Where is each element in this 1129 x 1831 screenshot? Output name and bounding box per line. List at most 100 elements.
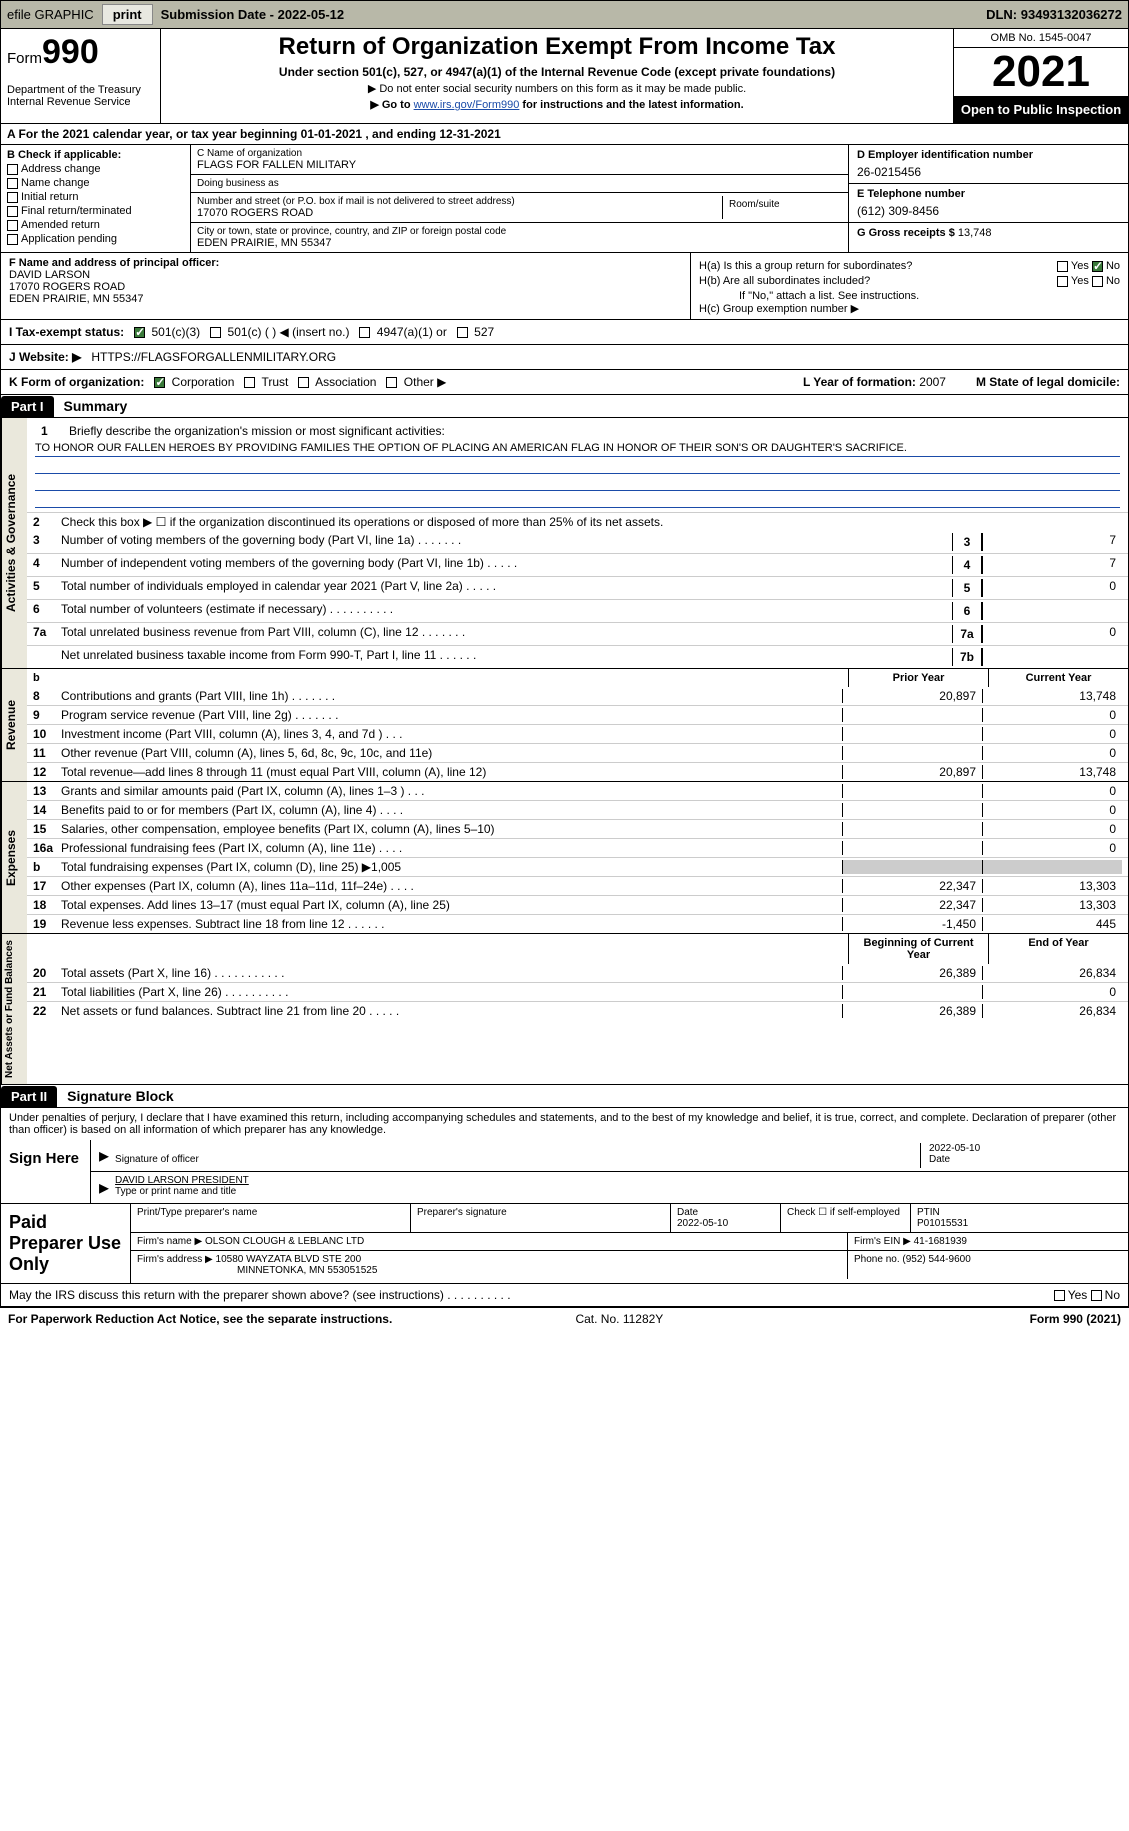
vlabel-revenue: Revenue xyxy=(1,669,27,781)
hc-label: H(c) Group exemption number ▶ xyxy=(699,302,1120,315)
chk-pending[interactable]: Application pending xyxy=(7,233,184,245)
table-row: 13Grants and similar amounts paid (Part … xyxy=(27,782,1128,800)
print-button[interactable]: print xyxy=(102,4,153,25)
officer-addr1: 17070 ROGERS ROAD xyxy=(9,281,682,293)
table-row: bTotal fundraising expenses (Part IX, co… xyxy=(27,857,1128,876)
officer-name-label: Type or print name and title xyxy=(115,1186,1120,1197)
col-d: D Employer identification number 26-0215… xyxy=(848,145,1128,252)
table-row: 15Salaries, other compensation, employee… xyxy=(27,819,1128,838)
irs-link[interactable]: www.irs.gov/Form990 xyxy=(414,99,520,111)
prior-year-hdr: Prior Year xyxy=(848,669,988,687)
vlabel-governance: Activities & Governance xyxy=(1,418,27,668)
note-ssn: ▶ Do not enter social security numbers o… xyxy=(167,82,947,95)
eoy-hdr: End of Year xyxy=(988,934,1128,964)
sig-date: 2022-05-10 xyxy=(929,1143,1120,1154)
section-netassets: Net Assets or Fund Balances Beginning of… xyxy=(0,934,1129,1085)
sig-officer-label: Signature of officer xyxy=(115,1154,920,1165)
form-ref: Form 990 (2021) xyxy=(1030,1312,1121,1326)
omb-number: OMB No. 1545-0047 xyxy=(954,29,1128,48)
table-row: 12Total revenue—add lines 8 through 11 (… xyxy=(27,762,1128,781)
line1-label: Briefly describe the organization's miss… xyxy=(69,424,1114,438)
part2-header: Part II Signature Block xyxy=(0,1085,1129,1108)
table-row: 22Net assets or fund balances. Subtract … xyxy=(27,1001,1128,1020)
dba-label: Doing business as xyxy=(197,178,842,189)
chk-initial[interactable]: Initial return xyxy=(7,191,184,203)
footer: For Paperwork Reduction Act Notice, see … xyxy=(0,1307,1129,1330)
chk-address[interactable]: Address change xyxy=(7,163,184,175)
hb-label: H(b) Are all subordinates included? xyxy=(699,275,870,287)
table-row: 20Total assets (Part X, line 16) . . . .… xyxy=(27,964,1128,982)
prep-name-label: Print/Type preparer's name xyxy=(131,1204,411,1232)
firm-addr1: 10580 WAYZATA BLVD STE 200 xyxy=(216,1254,362,1265)
chk-final[interactable]: Final return/terminated xyxy=(7,205,184,217)
col-c: C Name of organization FLAGS FOR FALLEN … xyxy=(191,145,848,252)
ha-label: H(a) Is this a group return for subordin… xyxy=(699,260,912,272)
form-header: Form990 Department of the Treasury Inter… xyxy=(0,29,1129,124)
room-label: Room/suite xyxy=(722,196,842,219)
table-row: 7aTotal unrelated business revenue from … xyxy=(27,622,1128,645)
table-row: 5Total number of individuals employed in… xyxy=(27,576,1128,599)
firm-phone: (952) 544-9600 xyxy=(902,1254,970,1265)
date-label: Date xyxy=(929,1154,1120,1165)
top-toolbar: efile GRAPHIC print Submission Date - 20… xyxy=(0,0,1129,29)
table-row: 6Total number of volunteers (estimate if… xyxy=(27,599,1128,622)
vlabel-expenses: Expenses xyxy=(1,782,27,933)
firm-ein: 41-1681939 xyxy=(914,1236,967,1247)
table-row: 11Other revenue (Part VIII, column (A), … xyxy=(27,743,1128,762)
section-expenses: Expenses 13Grants and similar amounts pa… xyxy=(0,782,1129,934)
col-b-checkboxes: B Check if applicable: Address change Na… xyxy=(1,145,191,252)
table-row: 14Benefits paid to or for members (Part … xyxy=(27,800,1128,819)
chk-amended[interactable]: Amended return xyxy=(7,219,184,231)
submission-date: Submission Date - 2022-05-12 xyxy=(161,7,345,22)
gross-value: 13,748 xyxy=(958,227,992,239)
officer-name: DAVID LARSON xyxy=(9,269,682,281)
dept-label: Department of the Treasury Internal Reve… xyxy=(7,84,154,108)
table-row: 21Total liabilities (Part X, line 26) . … xyxy=(27,982,1128,1001)
rev-b: b xyxy=(27,669,848,687)
city-label: City or town, state or province, country… xyxy=(197,226,842,237)
street-value: 17070 ROGERS ROAD xyxy=(197,207,722,219)
firm-addr2: MINNETONKA, MN 553051525 xyxy=(137,1265,377,1276)
efile-label: efile GRAPHIC xyxy=(7,7,94,22)
table-row: 4Number of independent voting members of… xyxy=(27,553,1128,576)
form-subtitle: Under section 501(c), 527, or 4947(a)(1)… xyxy=(167,65,947,79)
dln: DLN: 93493132036272 xyxy=(986,7,1122,22)
officer-printed-name: DAVID LARSON PRESIDENT xyxy=(115,1175,1120,1186)
tel-value: (612) 309-8456 xyxy=(857,204,1120,218)
discuss-row: May the IRS discuss this return with the… xyxy=(0,1284,1129,1307)
officer-addr2: EDEN PRAIRIE, MN 55347 xyxy=(9,293,682,305)
table-row: 3Number of voting members of the governi… xyxy=(27,531,1128,553)
table-row: 8Contributions and grants (Part VIII, li… xyxy=(27,687,1128,705)
form-number: Form990 xyxy=(7,33,154,72)
ein-value: 26-0215456 xyxy=(857,165,1120,179)
row-k: K Form of organization: Corporation Trus… xyxy=(0,370,1129,395)
section-revenue: Revenue bPrior YearCurrent Year 8Contrib… xyxy=(0,669,1129,782)
org-name: FLAGS FOR FALLEN MILITARY xyxy=(197,159,842,171)
mission-text: TO HONOR OUR FALLEN HEROES BY PROVIDING … xyxy=(35,440,1120,457)
officer-label: F Name and address of principal officer: xyxy=(9,257,682,269)
chk-name[interactable]: Name change xyxy=(7,177,184,189)
street-label: Number and street (or P.O. box if mail i… xyxy=(197,196,722,207)
block-bcd: B Check if applicable: Address change Na… xyxy=(0,145,1129,253)
row-j-website: J Website: ▶ HTTPS://FLAGSFORGALLENMILIT… xyxy=(0,345,1129,370)
table-row: 18Total expenses. Add lines 13–17 (must … xyxy=(27,895,1128,914)
col-b-header: B Check if applicable: xyxy=(7,149,184,161)
row-a-period: A For the 2021 calendar year, or tax yea… xyxy=(0,124,1129,145)
caret-icon: ▸ xyxy=(99,1143,109,1168)
block-fh: F Name and address of principal officer:… xyxy=(0,253,1129,320)
caret-icon: ▸ xyxy=(99,1175,109,1200)
line2-text: Check this box ▶ ☐ if the organization d… xyxy=(61,515,1122,529)
col-h: H(a) Is this a group return for subordin… xyxy=(691,253,1128,319)
pra-notice: For Paperwork Reduction Act Notice, see … xyxy=(8,1312,392,1326)
row-i-status: I Tax-exempt status: 501(c)(3) 501(c) ( … xyxy=(0,320,1129,345)
table-row: 19Revenue less expenses. Subtract line 1… xyxy=(27,914,1128,933)
table-row: Net unrelated business taxable income fr… xyxy=(27,645,1128,668)
form-title: Return of Organization Exempt From Incom… xyxy=(167,33,947,61)
website-value: HTTPS://FLAGSFORGALLENMILITARY.ORG xyxy=(91,350,336,364)
gross-label: G Gross receipts $ xyxy=(857,227,958,239)
table-row: 9Program service revenue (Part VIII, lin… xyxy=(27,705,1128,724)
boy-hdr: Beginning of Current Year xyxy=(848,934,988,964)
hb-yesno: Yes No xyxy=(1057,275,1120,287)
sign-here-label: Sign Here xyxy=(1,1140,91,1203)
signature-block: Under penalties of perjury, I declare th… xyxy=(0,1108,1129,1204)
